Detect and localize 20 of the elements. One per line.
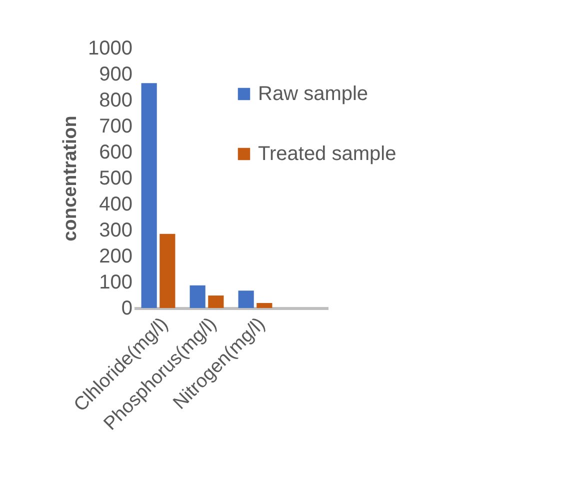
y-tick-label: 300 (99, 220, 132, 242)
y-tick-label: 800 (99, 90, 132, 112)
y-tick-label: 500 (99, 168, 132, 190)
bar (141, 83, 157, 308)
y-tick-label: 400 (99, 194, 132, 216)
bar (160, 234, 176, 308)
bar (190, 285, 206, 308)
y-tick-label: 0 (121, 298, 132, 320)
y-tick-label: 900 (99, 64, 132, 86)
bar (238, 290, 254, 308)
y-tick-label: 100 (99, 272, 132, 294)
legend-label: Raw sample (258, 83, 368, 105)
y-tick-label: 1000 (88, 38, 132, 60)
y-tick-label: 700 (99, 116, 132, 138)
y-tick-label: 600 (99, 142, 132, 164)
bar (208, 296, 224, 308)
y-axis-title: concentration (60, 116, 82, 242)
y-tick-label: 200 (99, 246, 132, 268)
bar (256, 303, 272, 308)
legend-label: Treated sample (258, 143, 396, 165)
